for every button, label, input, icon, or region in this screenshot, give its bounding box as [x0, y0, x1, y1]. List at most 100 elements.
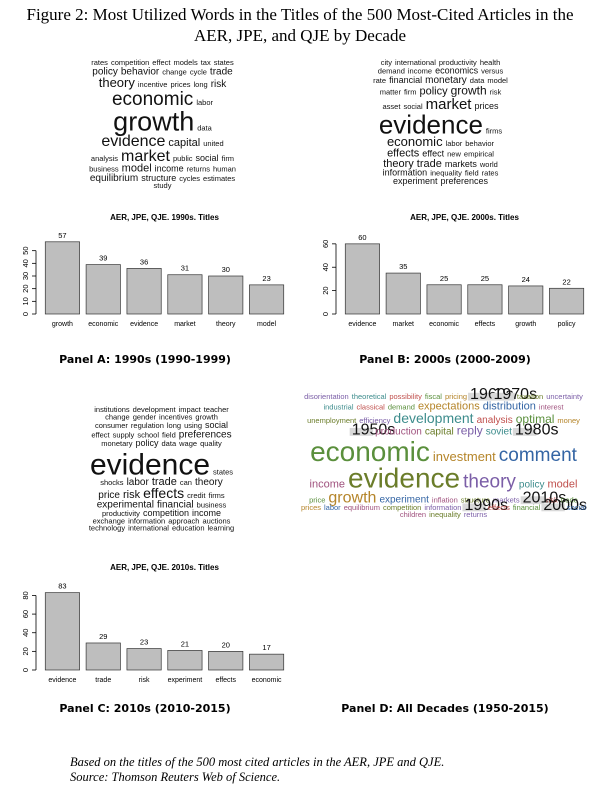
- cloud-word: effects: [387, 147, 420, 159]
- bar: [249, 653, 285, 671]
- panel-caption: Panel C: 2010s (2010-2015): [59, 702, 231, 715]
- cloud-word: models: [174, 58, 198, 67]
- bar: [385, 272, 421, 315]
- cloud-word: competition: [143, 508, 189, 518]
- x-tick-label: model: [257, 321, 277, 328]
- cloud-word: development: [393, 410, 473, 426]
- x-tick-label: effects: [475, 321, 496, 328]
- cloud-word: returns: [187, 165, 211, 174]
- cloud-word: international: [395, 58, 436, 67]
- cloud-word: wage: [178, 439, 197, 448]
- cloud-word: effects: [143, 485, 184, 501]
- panel-caption: Panel B: 2000s (2000-2009): [359, 353, 531, 366]
- cloud-word: auctions: [202, 516, 230, 525]
- cloud-word: regulation: [131, 421, 164, 430]
- cloud-word: industrial: [323, 403, 353, 412]
- cloud-word: risk: [123, 489, 141, 501]
- cloud-word: growth: [328, 490, 376, 507]
- value-label: 29: [99, 632, 107, 641]
- cloud-word: analysis: [91, 154, 118, 163]
- figure-title: Figure 2: Most Utilized Words in the Tit…: [26, 5, 574, 45]
- cloud-word: investment: [433, 449, 496, 464]
- cloud-word: monetary: [425, 75, 467, 86]
- cloud-word: returns: [464, 510, 488, 519]
- cloud-word: money: [557, 416, 580, 425]
- bar: [85, 642, 121, 671]
- y-tick-label: 80: [21, 591, 30, 599]
- cloud-word: united: [203, 139, 223, 148]
- cloud-word: 1950s: [352, 421, 396, 438]
- decade-box: [512, 427, 537, 436]
- cloud-word: inflation: [432, 496, 458, 505]
- cloud-word: empirical: [464, 149, 494, 158]
- value-label: 31: [181, 264, 189, 273]
- cloud-word: prices: [170, 80, 190, 89]
- cloud-word: long: [167, 421, 181, 430]
- cloud-word: risk: [211, 79, 228, 90]
- x-tick-label: policy: [558, 321, 576, 328]
- bar: [85, 264, 121, 315]
- y-tick-label: 10: [21, 297, 30, 305]
- cloud-word: labor: [446, 139, 463, 148]
- cloud-word: estimates: [203, 174, 235, 183]
- x-tick-label: risk: [139, 677, 150, 684]
- cloud-word: firm: [222, 154, 235, 163]
- cloud-word: structure: [141, 173, 176, 183]
- cloud-word: demand: [388, 403, 415, 412]
- cloud-word: optimal: [516, 412, 555, 426]
- y-tick-label: 30: [21, 272, 30, 280]
- cloud-word: market: [426, 96, 473, 113]
- cloud-word: prices: [301, 503, 321, 512]
- cloud-word: pricing: [445, 392, 467, 401]
- decade-box: [541, 503, 565, 512]
- cloud-word: effect: [91, 430, 110, 439]
- cloud-word: experiment: [393, 176, 438, 186]
- value-label: 23: [262, 274, 270, 283]
- cloud-word: interest: [539, 403, 565, 412]
- cloud-word: taxation: [517, 392, 543, 401]
- cloud-word: distribution: [483, 401, 536, 413]
- value-label: 83: [58, 582, 66, 591]
- cloud-word: data: [162, 439, 177, 448]
- x-tick-label: market: [393, 321, 414, 328]
- cloud-word: inequality: [430, 168, 462, 177]
- cloud-word: experimental: [97, 500, 154, 511]
- cloud-word: preferences: [179, 429, 232, 440]
- cloud-word: school: [137, 430, 159, 439]
- bar: [467, 284, 503, 315]
- x-tick-label: evidence: [48, 677, 76, 684]
- cloud-word: social: [205, 420, 228, 430]
- cloud-word: risk: [490, 88, 502, 97]
- cloud-word: growth: [113, 107, 194, 137]
- cloud-word: effect: [422, 148, 444, 158]
- cloud-word: theory: [195, 477, 223, 488]
- value-label: 17: [262, 643, 270, 652]
- cloud-word: theoretical: [352, 392, 387, 401]
- cloud-word: evidence: [101, 133, 165, 150]
- cloud-word: effect: [152, 58, 171, 67]
- cloud-word: approach: [168, 516, 199, 525]
- decade-box: [462, 503, 486, 512]
- chart-title: AER, JPE, QJE. 1990s. Titles: [110, 213, 219, 222]
- cloud-word: economic: [310, 436, 430, 467]
- cloud-word: model: [487, 76, 508, 85]
- cloud-word: city: [381, 58, 393, 67]
- cloud-word: market: [121, 148, 170, 165]
- bar: [167, 650, 203, 671]
- value-label: 21: [181, 639, 189, 648]
- bar: [508, 285, 544, 315]
- cloud-word: exchange: [93, 516, 126, 525]
- cloud-word: rates: [482, 168, 499, 177]
- cloud-word: effects: [488, 503, 510, 512]
- decade-box: [349, 427, 374, 436]
- cloud-word: data: [197, 124, 212, 133]
- value-label: 23: [140, 638, 148, 647]
- cloud-word: shocks: [100, 478, 124, 487]
- cloud-word: quality: [200, 439, 222, 448]
- bar: [344, 243, 380, 315]
- cloud-word: teacher: [204, 405, 230, 414]
- cloud-word: trade: [210, 67, 233, 78]
- cloud-word: growth: [195, 412, 218, 421]
